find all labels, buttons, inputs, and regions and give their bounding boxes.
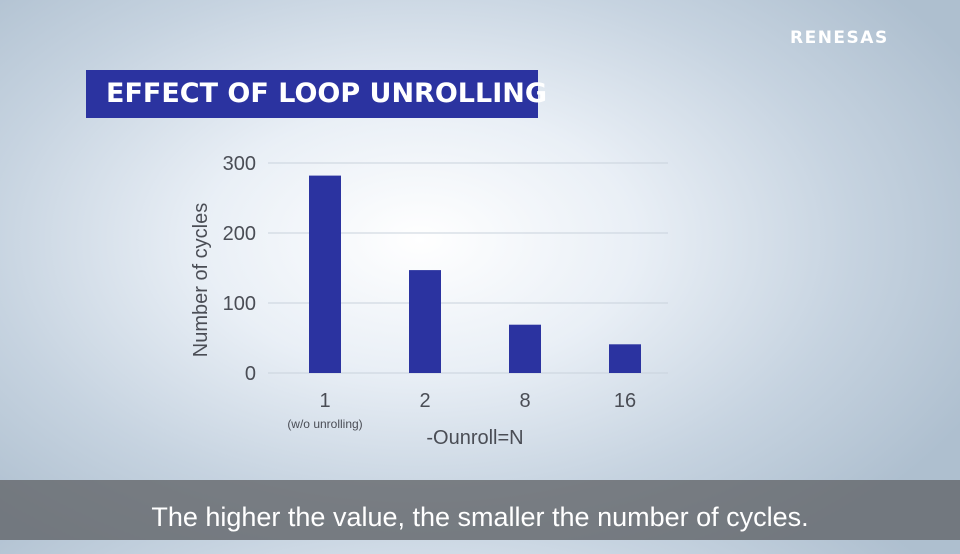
caption-bar: The higher the value, the smaller the nu… — [0, 480, 960, 540]
bars — [309, 175, 641, 373]
bar-chart: 0 100 200 300 1 (w/o unrolling) 2 8 16 Number o… — [190, 153, 668, 449]
x-tick-label: 2 — [419, 390, 430, 412]
bar-8 — [509, 324, 541, 373]
x-tick-label: 1 — [319, 390, 330, 412]
renesas-logo: RENESAS — [790, 28, 889, 48]
x-axis-ticks: 1 (w/o unrolling) 2 8 16 — [287, 390, 636, 431]
x-axis-label: -Ounroll=N — [426, 427, 523, 449]
y-axis-ticks: 0 100 200 300 — [223, 153, 256, 385]
y-tick-label: 0 — [245, 363, 256, 385]
y-tick-label: 300 — [223, 153, 256, 175]
x-tick-label: 16 — [614, 390, 636, 412]
caption-text: The higher the value, the smaller the nu… — [151, 502, 809, 532]
bar-16 — [609, 344, 641, 373]
y-tick-label: 100 — [223, 293, 256, 315]
y-axis-label: Number of cycles — [190, 203, 212, 358]
x-tick-label: 8 — [519, 390, 530, 412]
y-tick-label: 200 — [223, 223, 256, 245]
page-title: EFFECT OF LOOP UNROLLING — [106, 78, 548, 109]
bar-2 — [409, 270, 441, 373]
bar-1 — [309, 175, 341, 373]
title-banner: EFFECT OF LOOP UNROLLING — [86, 70, 547, 118]
x-tick-sublabel: (w/o unrolling) — [287, 417, 362, 431]
